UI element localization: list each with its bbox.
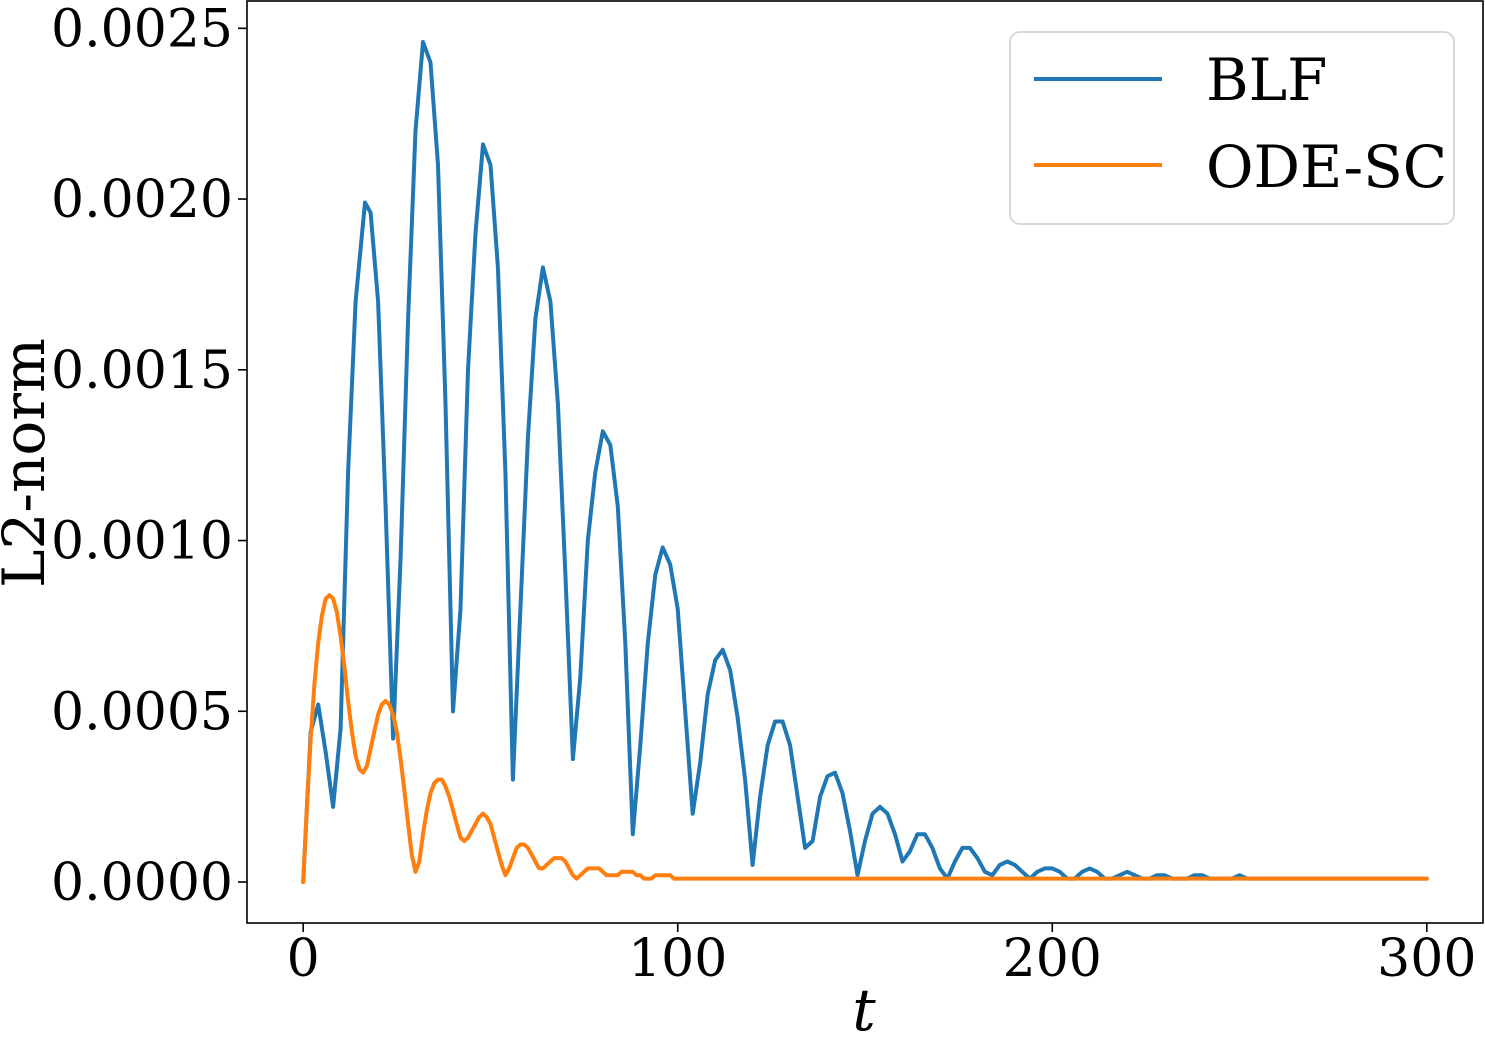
x-tick-label: 300 (1377, 929, 1476, 989)
x-tick-label: 100 (628, 929, 727, 989)
y-tick-label: 0.0010 (51, 512, 233, 572)
legend-label-blf: BLF (1206, 46, 1327, 114)
series-layer (301, 40, 1429, 884)
legend-label-ode-sc: ODE-SC (1206, 133, 1447, 201)
axes-frame (246, 0, 1484, 924)
y-axis-ticks: 0.0000 0.0005 0.0010 0.0015 0.0020 0.0025 (51, 0, 247, 913)
plot-frame (246, 0, 1484, 924)
x-axis-label: t (852, 976, 876, 1044)
y-tick-label: 0.0005 (51, 682, 233, 742)
y-tick-label: 0.0020 (51, 170, 233, 230)
x-tick-label: 200 (1003, 929, 1102, 989)
x-tick-label: 0 (287, 929, 320, 989)
y-axis-label: L2-norm (0, 338, 58, 588)
x-axis-ticks: 0 100 200 300 (287, 923, 1476, 989)
y-tick-label: 0.0015 (51, 341, 233, 401)
legend: BLF ODE-SC (1009, 31, 1455, 225)
y-tick-label: 0.0000 (51, 853, 233, 913)
series-line-ode-sc (301, 593, 1429, 884)
y-tick-label: 0.0025 (51, 0, 233, 59)
series-line-blf (301, 40, 1429, 884)
